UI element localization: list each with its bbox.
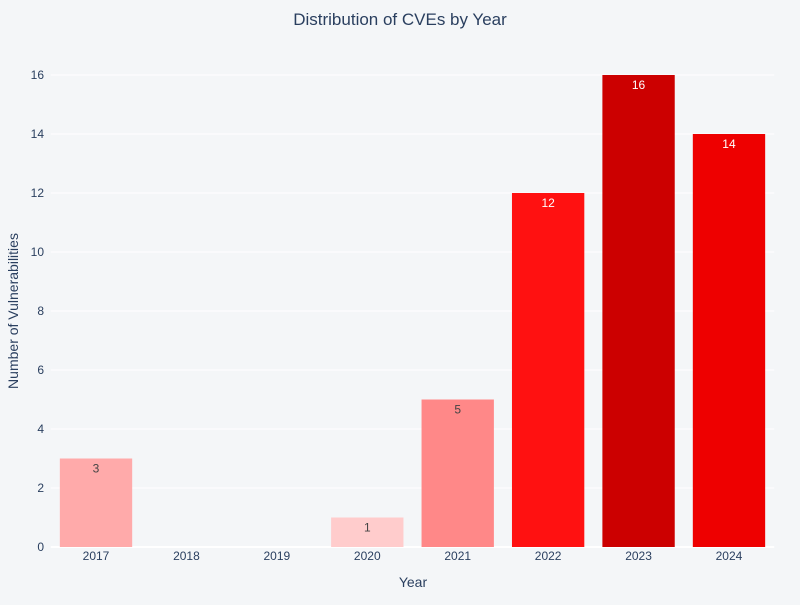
y-tick-label: 6 <box>37 363 44 377</box>
y-tick-label: 16 <box>31 68 45 82</box>
y-tick-label: 4 <box>37 422 44 436</box>
data-label-2023: 16 <box>632 78 646 92</box>
bar-2022[interactable] <box>511 193 585 547</box>
y-tick-label: 14 <box>31 127 45 141</box>
data-label-2017: 3 <box>93 462 100 476</box>
x-tick-label: 2019 <box>264 549 291 563</box>
y-tick-labels: 0 2 4 6 8 10 12 14 16 <box>31 68 45 554</box>
x-tick-label: 2023 <box>625 549 652 563</box>
bar-2023[interactable] <box>602 75 675 547</box>
y-axis-title: Number of Vulnerabilities <box>5 233 21 389</box>
data-labels: 3 1 5 12 16 14 <box>93 78 736 535</box>
bar-2021[interactable] <box>421 399 494 548</box>
y-tick-label: 2 <box>37 481 44 495</box>
y-tick-label: 12 <box>31 186 45 200</box>
bar-2017[interactable] <box>59 458 133 548</box>
x-tick-label: 2021 <box>444 549 471 563</box>
x-axis-title: Year <box>399 574 428 590</box>
y-tick-label: 10 <box>31 245 45 259</box>
x-tick-label: 2024 <box>716 549 743 563</box>
bars <box>59 75 766 548</box>
data-label-2022: 12 <box>541 196 555 210</box>
x-tick-label: 2022 <box>535 549 562 563</box>
x-tick-label: 2018 <box>173 549 200 563</box>
bar-2024[interactable] <box>692 134 766 547</box>
chart-title: Distribution of CVEs by Year <box>293 10 507 29</box>
y-tick-label: 8 <box>37 304 44 318</box>
data-label-2021: 5 <box>454 403 461 417</box>
x-tick-label: 2020 <box>354 549 381 563</box>
data-label-2024: 14 <box>722 137 736 151</box>
data-label-2020: 1 <box>364 521 371 535</box>
bar-2020[interactable] <box>331 517 404 548</box>
x-tick-label: 2017 <box>83 549 110 563</box>
x-tick-labels: 2017 2018 2019 2020 2021 2022 2023 2024 <box>83 549 743 563</box>
y-tick-label: 0 <box>37 540 44 554</box>
